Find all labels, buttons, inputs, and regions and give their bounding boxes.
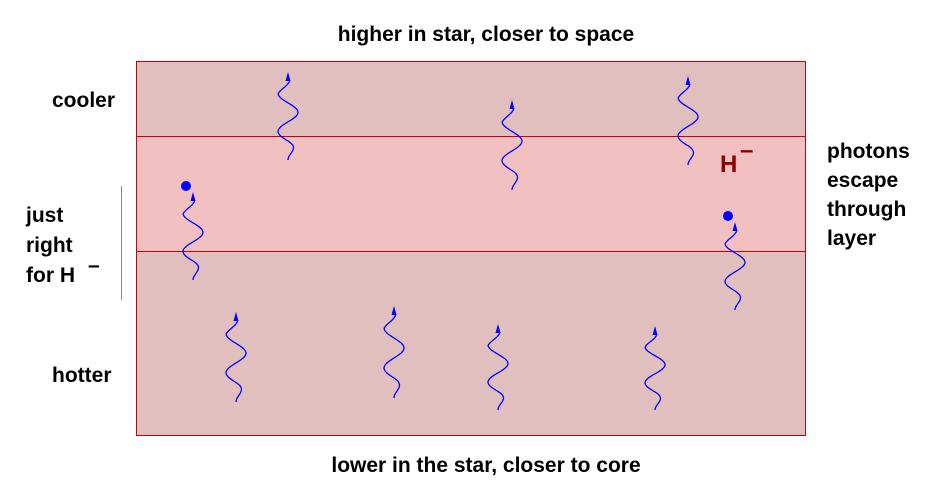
- photon-wave: [644, 333, 666, 411]
- photon-wave: [383, 313, 405, 399]
- photons: [181, 72, 746, 411]
- photon-arrowhead-icon: [285, 72, 291, 81]
- hotter-label: hotter: [52, 364, 112, 387]
- just-right-superscript: –: [88, 254, 100, 277]
- photon-arrowhead-icon: [495, 324, 501, 333]
- cooler-label: cooler: [52, 89, 115, 112]
- top-label: higher in star, closer to space: [338, 23, 634, 46]
- photon-arrowhead-icon: [233, 312, 239, 321]
- photon-wave: [182, 199, 204, 281]
- h-minus-ion-dot: [181, 181, 191, 191]
- just-right-line2: right: [26, 234, 73, 257]
- photon-wave: [277, 79, 299, 161]
- star-box-border: [136, 61, 806, 436]
- photon-arrowhead-icon: [732, 222, 738, 231]
- hot-layer: [136, 251, 806, 436]
- cool-layer: [136, 61, 806, 136]
- escape-line3: through: [827, 198, 906, 221]
- escape-line2: escape: [827, 169, 898, 192]
- photon-wave: [724, 229, 746, 311]
- photon-wave: [677, 83, 699, 166]
- bottom-label: lower in the star, closer to core: [331, 454, 640, 477]
- just-right-line3: for H: [26, 264, 75, 287]
- h-minus-superscript: –: [740, 137, 753, 164]
- h-minus-layer: [136, 136, 806, 251]
- just-right-line1: just: [25, 204, 63, 227]
- photon-wave: [225, 319, 247, 403]
- h-minus-label: H: [720, 151, 737, 178]
- escape-line4: layer: [827, 227, 876, 250]
- photon-wave: [501, 107, 523, 191]
- photon-arrowhead-icon: [652, 326, 658, 335]
- photon-arrowhead-icon: [685, 76, 691, 85]
- escape-line1: photons: [827, 140, 910, 163]
- h-minus-ion-dot: [723, 211, 733, 221]
- photon-arrowhead-icon: [391, 306, 397, 315]
- photon-wave: [487, 331, 509, 411]
- photon-arrowhead-icon: [190, 192, 196, 201]
- photon-arrowhead-icon: [509, 100, 515, 109]
